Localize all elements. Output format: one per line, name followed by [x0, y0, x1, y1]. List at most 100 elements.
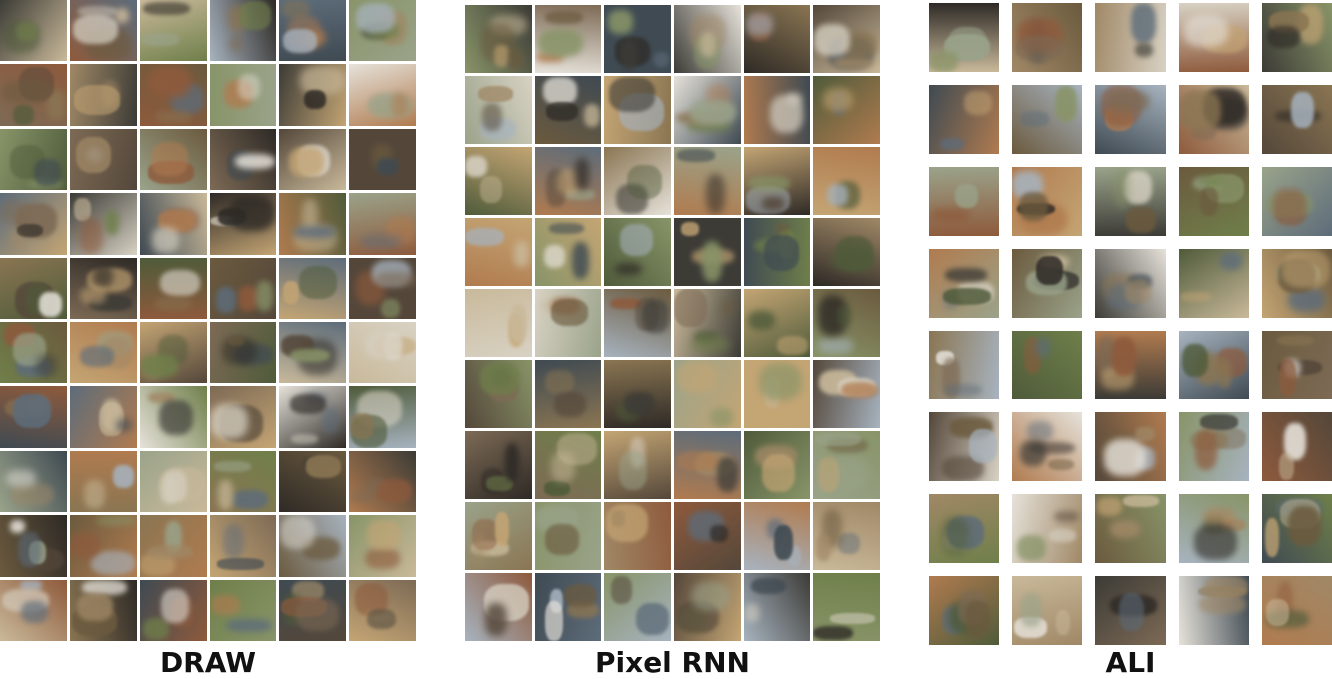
draw-sample-texture [155, 110, 192, 124]
ali-sample-texture [1125, 280, 1152, 304]
pixel-rnn-sample-texture [818, 337, 854, 354]
ali-sample-image [1178, 84, 1249, 154]
pixel-rnn-sample-texture [537, 29, 583, 58]
draw-sample-texture [151, 227, 179, 254]
pixel-rnn-sample-image [673, 218, 741, 286]
pixel-rnn-sample-texture [709, 525, 729, 542]
pixel-rnn-sample-texture [465, 155, 487, 177]
ali-sample-texture [1184, 15, 1228, 47]
pixel-rnn-sample-image [604, 360, 671, 428]
ali-sample-texture [1179, 291, 1213, 303]
draw-sample-texture [374, 272, 416, 287]
pixel-rnn-sample-texture [479, 176, 503, 203]
draw-sample-texture [282, 28, 317, 54]
pixel-rnn-sample-image [604, 431, 671, 499]
draw-sample-texture [12, 393, 52, 428]
ali-sample-image [929, 494, 1000, 564]
ali-sample-texture [1265, 518, 1280, 558]
ali-sample-image [1012, 576, 1083, 645]
ali-sample-texture [963, 90, 993, 115]
pixel-rnn-sample-image [743, 147, 811, 215]
pixel-rnn-sample-image [534, 431, 602, 499]
ali-sample-texture [1222, 518, 1247, 531]
pixel-rnn-sample-image [813, 360, 880, 428]
pixel-rnn-sample-texture [509, 303, 528, 344]
draw-sample-texture [380, 298, 401, 318]
draw-sample-texture [367, 519, 401, 550]
draw-sample-texture [114, 8, 130, 24]
draw-sample-image [349, 450, 416, 513]
pixel-rnn-sample-image [604, 147, 671, 215]
draw-sample-texture [289, 147, 324, 178]
draw-sample-image [69, 193, 137, 255]
pixel-rnn-sample-texture [686, 120, 732, 132]
ali-sample-image [1012, 330, 1083, 400]
draw-sample-texture [38, 291, 63, 318]
draw-sample-texture [80, 287, 106, 304]
ali-sample-texture [1216, 358, 1233, 389]
ali-sample-texture [1134, 426, 1155, 441]
ali-sample-texture [1181, 343, 1208, 378]
ali-sample-texture [1204, 576, 1249, 598]
pixel-rnn-sample-texture [574, 158, 590, 191]
pixel-rnn-sample-image [813, 502, 880, 570]
ali-sample-texture [1118, 593, 1145, 632]
ali-sample-image [1178, 576, 1249, 645]
draw-sample-texture [34, 159, 61, 186]
pixel-rnn-sample-image [465, 502, 532, 570]
draw-sample-texture [15, 21, 39, 42]
draw-sample-texture [79, 345, 114, 367]
ali-sample-image [1012, 412, 1083, 482]
ali-sample-texture [1202, 508, 1235, 526]
draw-sample-texture [0, 200, 26, 224]
draw-sample-texture [163, 469, 188, 503]
pixel-rnn-sample-texture [485, 603, 507, 636]
draw-sample-texture [2, 79, 50, 104]
ali-sample-texture [1020, 439, 1047, 467]
draw-sample-image [279, 64, 347, 126]
pixel-rnn-caption: Pixel RNN [595, 646, 750, 679]
pixel-rnn-sample-texture [544, 244, 566, 268]
draw-sample-texture [226, 618, 272, 632]
pixel-rnn-sample-image [604, 5, 671, 73]
draw-sample-texture [289, 348, 330, 363]
pixel-rnn-sample-texture [465, 227, 504, 247]
draw-sample-texture [299, 66, 345, 95]
ali-sample-image [929, 330, 1000, 400]
draw-sample-texture [293, 225, 336, 238]
pixel-rnn-sample-image [743, 76, 811, 144]
pixel-rnn-sample-texture [822, 88, 853, 112]
draw-sample-image [279, 579, 347, 641]
pixel-rnn-sample-image [465, 573, 532, 641]
ali-sample-texture [1114, 167, 1130, 209]
ali-sample-image [1012, 3, 1083, 72]
draw-sample-texture [215, 286, 236, 313]
draw-sample-image [69, 0, 137, 62]
draw-sample-texture [76, 593, 113, 621]
ali-sample-image [1261, 84, 1332, 154]
pixel-rnn-sample-texture [813, 23, 850, 56]
pixel-rnn-sample-texture [563, 189, 595, 200]
draw-sample-texture [376, 478, 413, 504]
ali-sample-texture [931, 208, 970, 223]
draw-sample-image [349, 64, 416, 126]
pixel-rnn-sample-texture [777, 335, 808, 356]
pixel-rnn-sample-image [534, 147, 602, 215]
draw-sample-texture [303, 89, 326, 110]
draw-sample-texture [364, 547, 400, 569]
ali-sample-grid [929, 3, 1332, 645]
ali-sample-texture [1279, 359, 1297, 397]
ali-sample-texture [1018, 192, 1049, 222]
draw-sample-texture [222, 523, 245, 559]
ali-sample-texture [1055, 610, 1071, 635]
draw-sample-image [0, 128, 67, 191]
draw-sample-texture [160, 588, 190, 623]
ali-sample-image [929, 412, 1000, 482]
pixel-rnn-sample-image [534, 573, 602, 641]
draw-sample-image [69, 322, 137, 384]
draw-sample-texture [90, 550, 135, 575]
ali-sample-texture [1199, 414, 1238, 431]
ali-sample-texture [944, 383, 983, 396]
pixel-rnn-sample-texture [769, 95, 803, 134]
ali-sample-texture [969, 428, 998, 463]
